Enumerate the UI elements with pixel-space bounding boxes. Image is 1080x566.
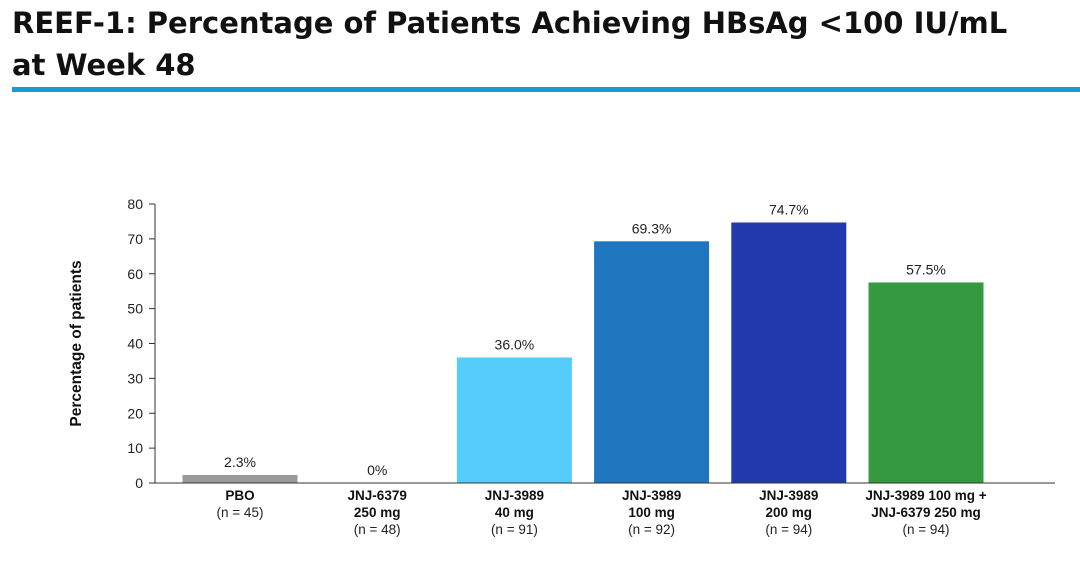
x-category-n: (n = 94): [765, 522, 812, 537]
slide-title: REEF-1: Percentage of Patients Achieving…: [12, 2, 1062, 86]
y-tick-label: 0: [135, 475, 143, 491]
y-tick-label: 70: [127, 231, 143, 247]
bar: [456, 357, 572, 483]
data-label: 57.5%: [906, 261, 946, 277]
x-category-label: JNJ-6379: [348, 488, 407, 503]
x-category-label: JNJ-3989: [759, 488, 818, 503]
y-tick-label: 50: [127, 301, 143, 317]
x-category-label: JNJ-3989: [622, 488, 681, 503]
x-category-n: (n = 45): [217, 505, 264, 520]
slide-title-line-2: at Week 48: [12, 48, 196, 82]
x-category-label: JNJ-6379 250 mg: [871, 505, 981, 520]
x-category-label: JNJ-3989 100 mg +: [865, 488, 986, 503]
data-label: 2.3%: [224, 454, 256, 470]
bar: [731, 222, 847, 483]
y-axis-title: Percentage of patients: [68, 260, 85, 426]
x-category-n: (n = 92): [628, 522, 675, 537]
y-tick-label: 20: [127, 405, 143, 421]
y-tick-label: 10: [127, 440, 143, 456]
data-label: 69.3%: [632, 220, 672, 236]
bar: [868, 282, 984, 483]
bar: [594, 241, 710, 483]
data-label: 74.7%: [769, 201, 809, 217]
y-tick-label: 80: [127, 196, 143, 212]
x-category-label: 200 mg: [766, 505, 813, 520]
x-category-label: PBO: [225, 488, 254, 503]
bar: [182, 474, 298, 483]
x-category-n: (n = 48): [354, 522, 401, 537]
x-category-label: 100 mg: [628, 505, 675, 520]
x-category-label: 250 mg: [354, 505, 401, 520]
data-label: 0%: [367, 462, 387, 478]
y-tick-label: 60: [127, 266, 143, 282]
x-category-n: (n = 91): [491, 522, 538, 537]
y-tick-label: 40: [127, 336, 143, 352]
slide-title-line-1: REEF-1: Percentage of Patients Achieving…: [12, 6, 1008, 40]
x-category-label: JNJ-3989: [485, 488, 544, 503]
title-divider: [12, 87, 1080, 92]
y-tick-label: 30: [127, 370, 143, 386]
x-category-label: 40 mg: [495, 505, 534, 520]
x-category-n: (n = 94): [903, 522, 950, 537]
data-label: 36.0%: [495, 336, 535, 352]
